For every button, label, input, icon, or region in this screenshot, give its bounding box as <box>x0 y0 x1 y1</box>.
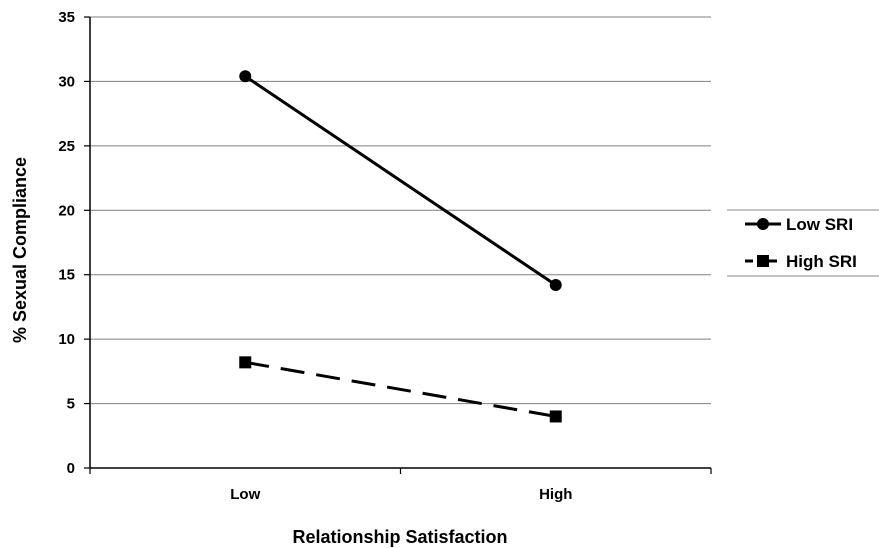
y-tick-label: 10 <box>58 331 75 348</box>
legend-marker <box>757 218 769 230</box>
series-group <box>239 70 562 422</box>
y-axis-title: % Sexual Compliance <box>10 157 30 343</box>
legend-items: Low SRI High SRI <box>745 215 857 271</box>
x-tick-label: High <box>539 486 572 503</box>
data-point <box>239 356 251 368</box>
y-tick-label: 15 <box>58 267 75 284</box>
y-tick-label: 25 <box>58 138 75 155</box>
data-point <box>550 410 562 422</box>
axes <box>90 17 711 468</box>
legend-item: High SRI <box>745 252 857 271</box>
series-1 <box>239 356 562 422</box>
y-tick-label: 5 <box>67 396 75 413</box>
x-tick-label: Low <box>230 486 260 503</box>
data-point <box>550 279 562 291</box>
y-tick-label: 0 <box>67 460 75 477</box>
legend: Low SRI High SRI <box>727 210 879 276</box>
series-line <box>245 362 556 416</box>
legend-label: Low SRI <box>786 215 853 234</box>
data-point <box>239 70 251 82</box>
x-tick-labels: Low High <box>90 468 711 503</box>
legend-label: High SRI <box>786 252 857 271</box>
gridlines <box>90 17 711 404</box>
legend-item: Low SRI <box>745 215 853 234</box>
series-0 <box>239 70 562 291</box>
y-tick-label: 20 <box>58 202 75 219</box>
x-axis-title: Relationship Satisfaction <box>292 527 507 547</box>
series-line <box>245 76 556 285</box>
y-tick-labels: 0 5 10 15 20 25 30 35 <box>58 9 90 477</box>
y-tick-label: 35 <box>58 9 75 26</box>
y-tick-label: 30 <box>58 73 75 90</box>
legend-marker <box>757 255 769 267</box>
